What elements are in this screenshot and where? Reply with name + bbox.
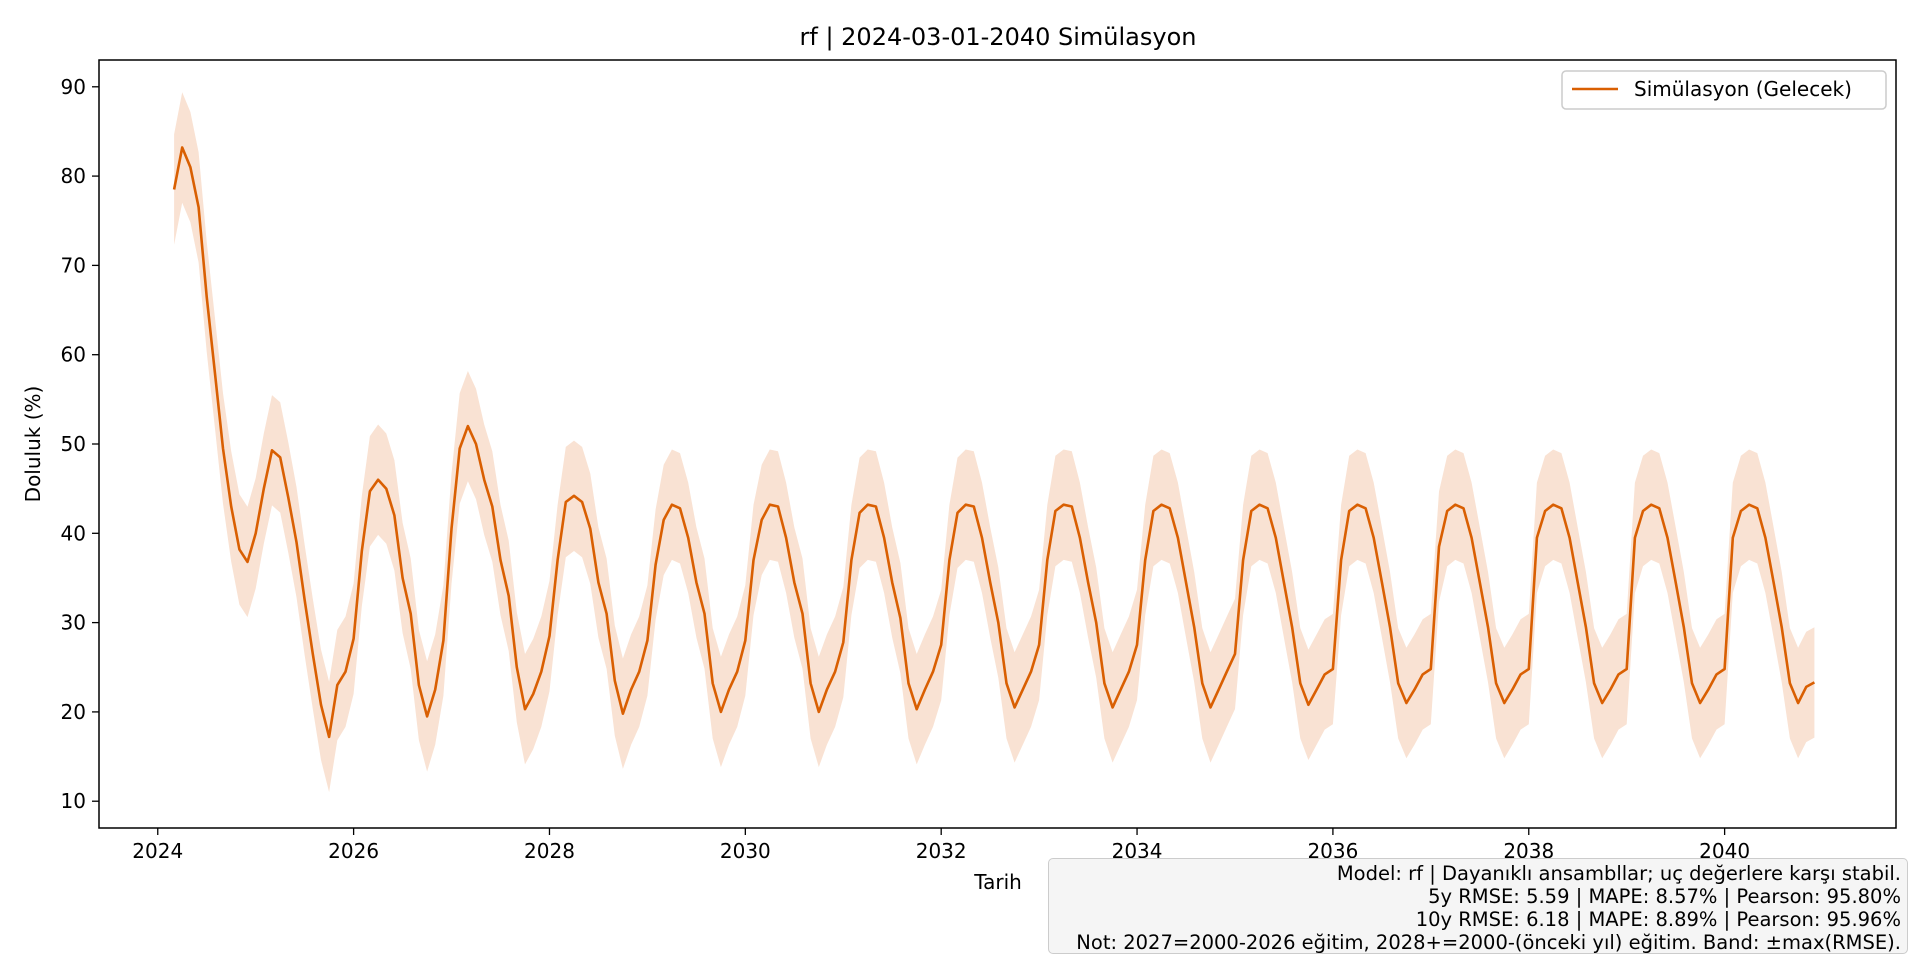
info-line-note: Not: 2027=2000-2026 eğitim, 2028+=2000-(… [1076, 931, 1901, 954]
y-tick-label: 90 [61, 75, 86, 99]
x-tick-label: 2028 [524, 839, 575, 863]
y-tick-label: 50 [61, 432, 86, 456]
y-tick-label: 60 [61, 343, 86, 367]
y-tick-label: 40 [61, 521, 86, 545]
info-line-10y-metrics: 10y RMSE: 6.18 | MAPE: 8.89% | Pearson: … [1415, 908, 1901, 931]
legend: Simülasyon (Gelecek) [1561, 70, 1887, 110]
uncertainty-band [174, 92, 1815, 793]
simulation-line [172, 146, 1816, 739]
info-line-model: Model: rf | Dayanıklı ansambllar; uç değ… [1336, 862, 1901, 885]
plot-area [172, 92, 1816, 793]
x-tick-label: 2026 [328, 839, 379, 863]
x-tick-label: 2032 [916, 839, 967, 863]
chart-title: rf | 2024-03-01-2040 Simülasyon [800, 23, 1197, 51]
y-tick-label: 30 [61, 611, 86, 635]
y-tick-label: 20 [61, 700, 86, 724]
x-tick-label: 2030 [720, 839, 771, 863]
y-tick-label: 10 [61, 789, 86, 813]
y-tick-label: 80 [61, 164, 86, 188]
x-axis-label: Tarih [973, 870, 1022, 894]
y-axis-ticks: 10 20 30 40 50 60 70 80 90 [61, 75, 99, 813]
y-axis-label: Doluluk (%) [21, 386, 45, 503]
x-tick-label: 2024 [132, 839, 183, 863]
legend-label: Simülasyon (Gelecek) [1634, 77, 1852, 101]
y-tick-label: 70 [61, 253, 86, 277]
info-line-5y-metrics: 5y RMSE: 5.59 | MAPE: 8.57% | Pearson: 9… [1428, 885, 1901, 908]
legend-box [1561, 70, 1887, 110]
model-info-box: Model: rf | Dayanıklı ansambllar; uç değ… [1048, 858, 1908, 954]
